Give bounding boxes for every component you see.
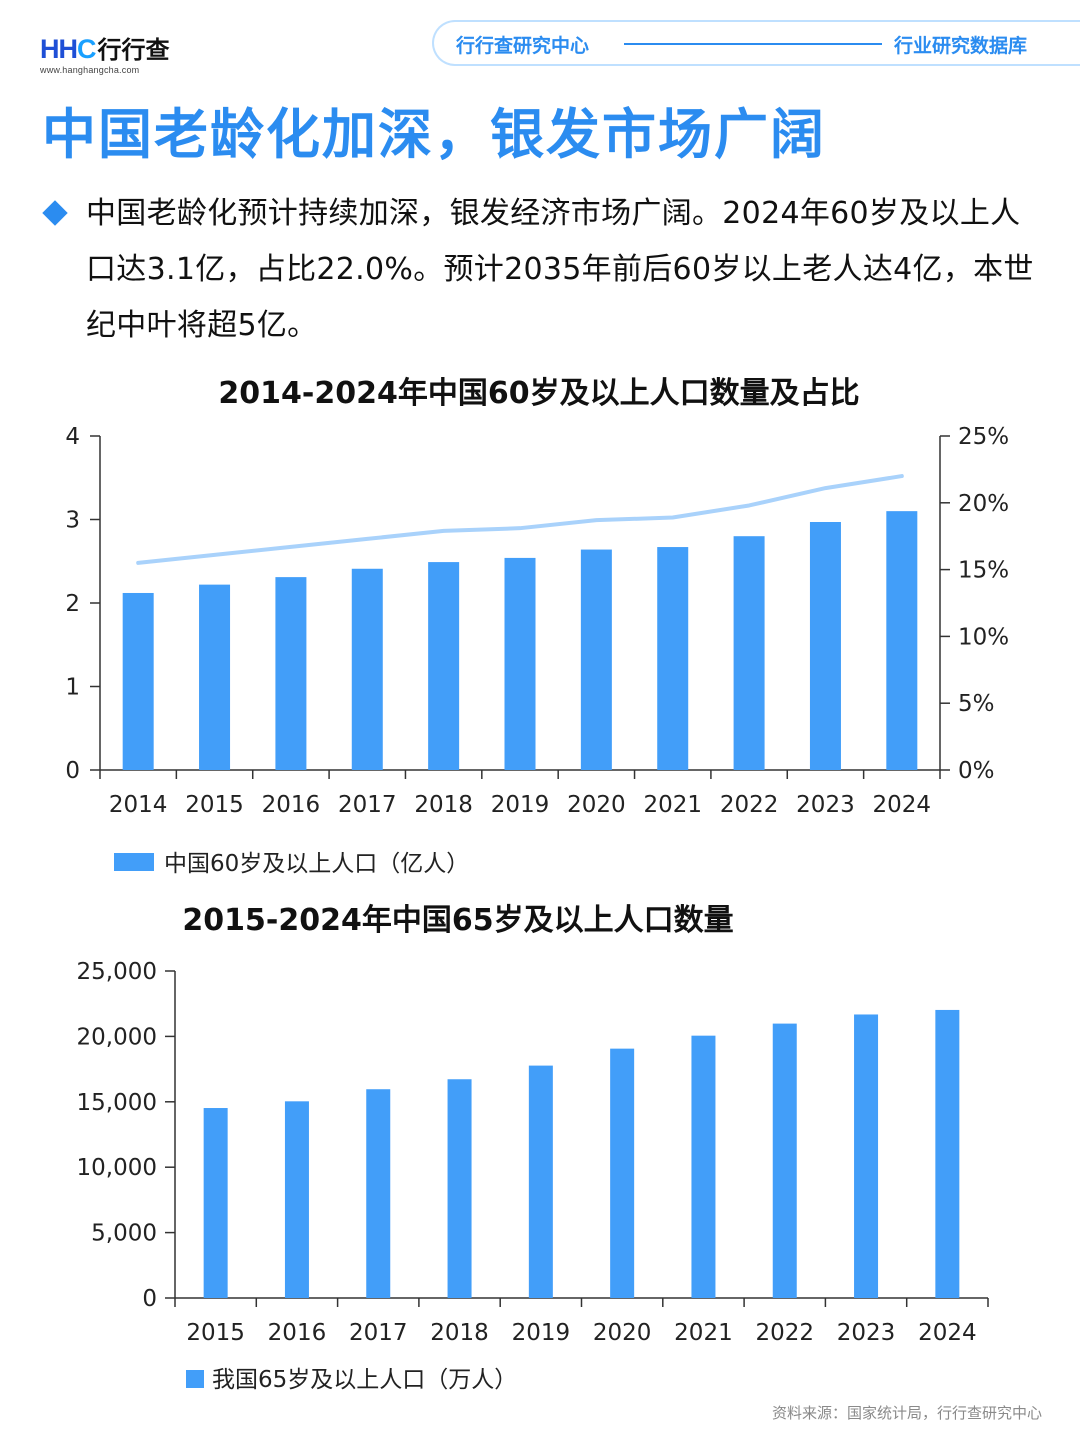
chart2-y-tick-label: 5,000: [91, 1221, 157, 1247]
chart1-left-tick-label: 1: [65, 675, 80, 701]
chart1-right-tick-label: 5%: [958, 691, 995, 717]
chart2-legend-swatch: [186, 1370, 204, 1388]
chart2-bar: [366, 1089, 391, 1298]
chart2-category-label: 2017: [349, 1320, 408, 1346]
logo-name: 行行查: [97, 36, 170, 64]
chart2-svg: 0 5,000 10,000 15,000 20,000 25,000 2015 2016 20…: [77, 959, 989, 1393]
brand-logo: HHC行行查 www.hanghangcha.com: [40, 30, 190, 75]
chart2-bar: [772, 1023, 797, 1298]
chart1-bar: [886, 511, 918, 770]
chart1-title: 2014-2024年中国60岁及以上人口数量及占比: [218, 376, 860, 411]
header-left-label: 行行查研究中心: [456, 35, 590, 57]
chart2-y-tick-label: 15,000: [77, 1090, 157, 1116]
logo-mark: HHC: [40, 34, 96, 64]
chart1-svg: 0 1 2 3 4 0% 5% 10% 15% 20% 25% 2014 2015 2016 2017 201…: [65, 424, 1009, 877]
logo-url: www.hanghangcha.com: [40, 65, 140, 75]
chart2-category-label: 2016: [268, 1320, 327, 1346]
chart1-category-label: 2014: [109, 792, 168, 818]
chart1-right-tick-label: 25%: [958, 424, 1009, 450]
chart1-legend-label: 中国60岁及以上人口（亿人）: [164, 851, 469, 877]
chart1-bar: [428, 562, 460, 770]
chart1-bar: [351, 568, 383, 770]
chart1-right-tick-label: 10%: [958, 624, 1009, 650]
chart1-category-label: 2015: [185, 792, 244, 818]
header-divider-line: [624, 43, 882, 45]
chart2-category-label: 2015: [186, 1320, 245, 1346]
chart1-left-tick-label: 0: [65, 758, 80, 784]
chart1-left-tick-label: 3: [65, 508, 80, 534]
chart1-category-label: 2022: [720, 792, 779, 818]
chart2-category-label: 2020: [593, 1320, 652, 1346]
header-banner: 行行查研究中心 行业研究数据库: [432, 20, 1080, 66]
chart2-bar: [610, 1048, 635, 1298]
chart1-left-tick-label: 2: [65, 591, 80, 617]
chart2-y-tick-label: 20,000: [77, 1024, 157, 1050]
chart1-right-tick-label: 15%: [958, 558, 1009, 584]
chart2-y-tick-label: 0: [142, 1286, 157, 1312]
chart1-category-label: 2019: [491, 792, 550, 818]
header-right-label: 行业研究数据库: [894, 35, 1028, 57]
chart1-category-label: 2023: [796, 792, 855, 818]
chart1-category-label: 2024: [873, 792, 932, 818]
chart2-category-label: 2021: [674, 1320, 733, 1346]
chart2-bar: [528, 1065, 553, 1298]
chart1-bar: [275, 577, 307, 770]
page-title: 中国老龄化加深，银发市场广阔: [42, 103, 826, 166]
chart2-category-label: 2019: [512, 1320, 571, 1346]
chart2-bar: [284, 1101, 309, 1298]
chart1-bar: [122, 592, 154, 770]
diamond-bullet-icon: [42, 200, 68, 226]
source-note: 资料来源：国家统计局，行行查研究中心: [771, 1404, 1042, 1422]
chart1-legend-swatch: [114, 853, 154, 871]
chart2-category-label: 2023: [837, 1320, 896, 1346]
chart2-bar: [447, 1079, 472, 1298]
summary-paragraph: 中国老龄化预计持续加深，银发经济市场广阔。2024年60岁及以上人口达3.1亿，…: [86, 196, 1034, 343]
chart1-left-tick-label: 4: [65, 424, 80, 450]
chart1-bar: [733, 536, 765, 770]
chart2-category-label: 2018: [430, 1320, 489, 1346]
chart1-category-label: 2017: [338, 792, 397, 818]
chart1-category-label: 2020: [567, 792, 626, 818]
chart1-bar: [199, 584, 231, 770]
chart2-y-tick-label: 25,000: [77, 959, 157, 985]
chart2-bar: [691, 1035, 716, 1298]
chart1-bar: [809, 522, 841, 770]
chart1-right-tick-label: 20%: [958, 491, 1009, 517]
chart1-right-tick-label: 0%: [958, 758, 995, 784]
chart2-title: 2015-2024年中国65岁及以上人口数量: [182, 903, 734, 938]
chart1-bar: [580, 549, 612, 770]
chart2-category-label: 2022: [755, 1320, 814, 1346]
chart1-category-label: 2016: [262, 792, 321, 818]
chart1-category-label: 2021: [643, 792, 702, 818]
chart2-y-tick-label: 10,000: [77, 1155, 157, 1181]
chart2-bar: [935, 1009, 960, 1298]
chart1-bar: [504, 557, 536, 770]
chart1-share-line: [136, 474, 904, 565]
chart2-legend-label: 我国65岁及以上人口（万人）: [212, 1367, 517, 1393]
chart2-bar: [203, 1108, 228, 1298]
chart2-category-label: 2024: [918, 1320, 977, 1346]
chart1-category-label: 2018: [414, 792, 473, 818]
chart2-bar: [854, 1014, 879, 1298]
chart1-bar: [657, 547, 689, 770]
